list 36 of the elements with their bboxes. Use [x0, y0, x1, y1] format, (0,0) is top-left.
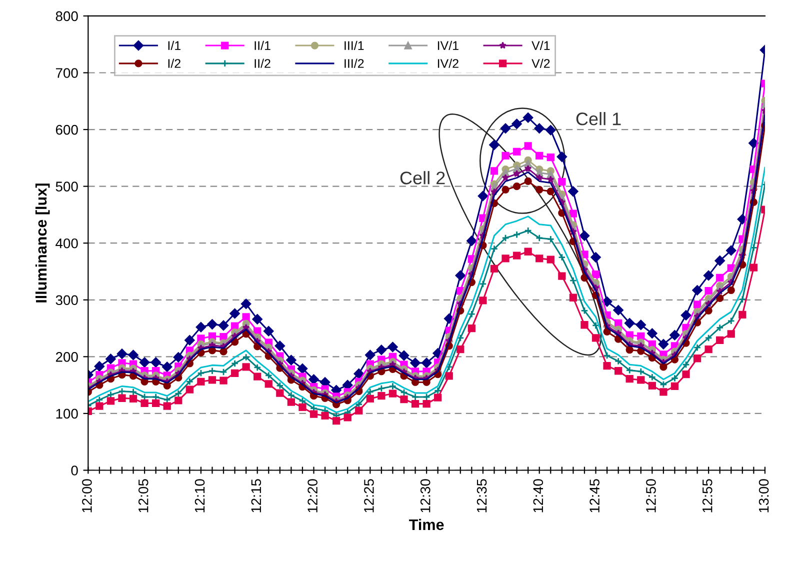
legend-label: V/1: [532, 40, 550, 50]
legend-label: III/2: [344, 58, 364, 68]
x-tick-label: 12:30: [420, 479, 430, 512]
y-tick-label: 600: [56, 124, 78, 135]
y-tick-label: 400: [56, 238, 78, 248]
x-tick-label: 12:05: [138, 479, 148, 512]
x-tick-label: 12:25: [364, 479, 374, 512]
legend-label: III/1: [344, 40, 364, 50]
x-tick-label: 12:50: [646, 479, 656, 512]
legend-label: I/1: [168, 40, 180, 50]
x-tick-label: 12:20: [308, 479, 318, 512]
y-tick-label: 300: [56, 295, 78, 306]
x-tick-label: 13:00: [758, 479, 769, 512]
x-tick-label: 12:00: [82, 479, 92, 512]
x-tick-label: 12:10: [194, 479, 205, 512]
y-tick-label: 200: [56, 352, 78, 362]
x-tick-label: 12:55: [702, 479, 712, 512]
y-tick-label: 800: [56, 11, 78, 22]
y-tick-label: 700: [56, 68, 78, 78]
x-axis-title: Time: [409, 518, 444, 530]
x-tick-label: 12:45: [590, 479, 600, 512]
y-tick-label: 0: [71, 466, 78, 476]
y-tick-label: 100: [56, 408, 78, 419]
y-tick-label: 500: [56, 182, 78, 192]
legend-label: V/2: [532, 58, 550, 68]
legend-label: IV/2: [438, 58, 458, 68]
annotation: Cell 1: [576, 112, 621, 126]
x-tick-label: 12:15: [251, 479, 262, 512]
y-axis-title: Illuminance [lux]: [35, 184, 50, 302]
legend-label: I/2: [168, 58, 180, 68]
legend-label: IV/1: [438, 40, 458, 50]
x-tick-label: 12:35: [476, 479, 487, 512]
legend-label: II/1: [254, 40, 270, 50]
x-tick-label: 12:40: [533, 479, 544, 512]
annotation: Cell 2: [400, 171, 445, 184]
legend-label: II/2: [254, 58, 270, 68]
